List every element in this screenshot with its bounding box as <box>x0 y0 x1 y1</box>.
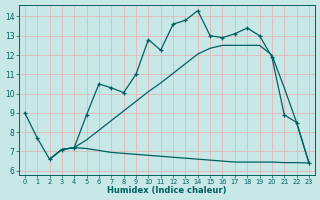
X-axis label: Humidex (Indice chaleur): Humidex (Indice chaleur) <box>107 186 227 195</box>
